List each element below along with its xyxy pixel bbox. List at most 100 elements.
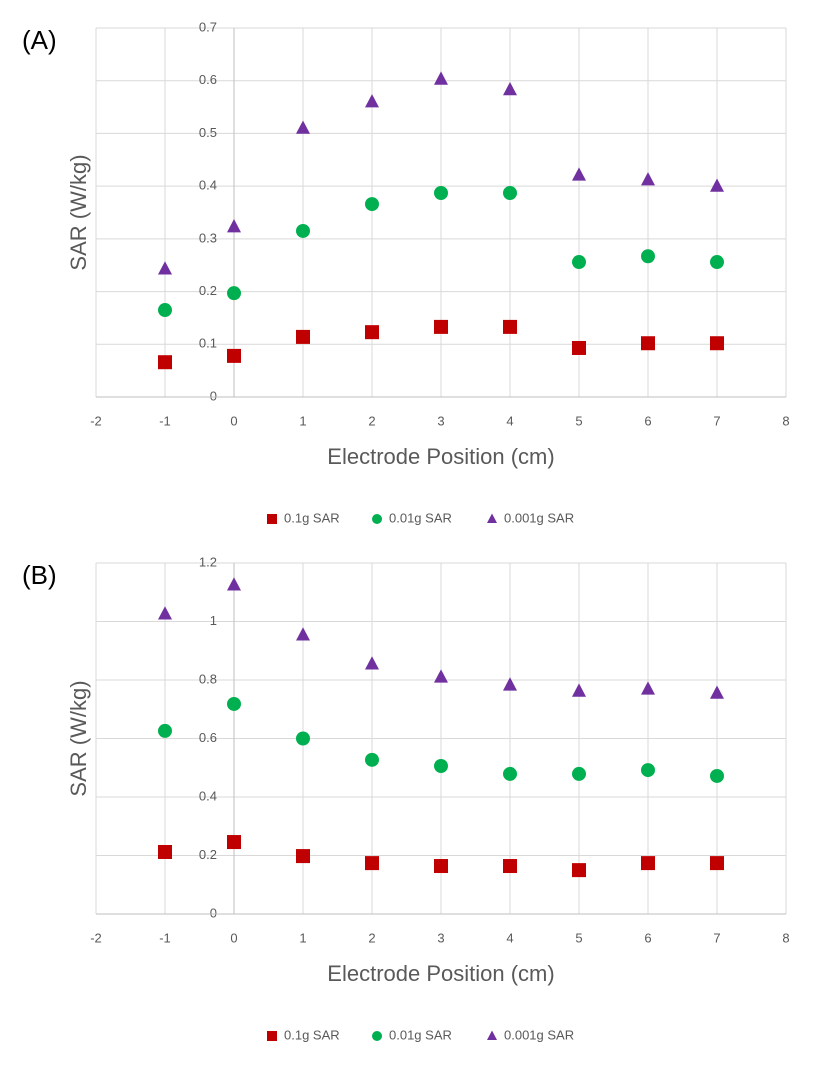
marker-circle (641, 249, 655, 264)
y-axis-title: SAR (W/kg) (66, 154, 91, 270)
marker-circle (365, 197, 379, 212)
marker-square (296, 329, 310, 344)
marker-square (296, 849, 310, 864)
y-tick-label: 0.6 (199, 72, 217, 87)
marker-triangle (227, 219, 241, 233)
marker-square (365, 325, 379, 340)
marker-square (434, 319, 448, 334)
marker-triangle (487, 1030, 497, 1040)
x-tick-label: 0 (230, 413, 237, 428)
x-tick-label: 4 (506, 413, 513, 428)
x-tick-label: -1 (159, 413, 171, 428)
marker-circle (158, 723, 172, 738)
x-tick-label: -1 (159, 930, 171, 945)
x-tick-label: 7 (713, 930, 720, 945)
y-tick-label: 0.6 (199, 730, 217, 745)
marker-triangle (641, 172, 655, 186)
legend-label: 0.01g SAR (389, 1027, 452, 1042)
x-tick-label: 2 (368, 413, 375, 428)
y-tick-label: 0.5 (199, 125, 217, 140)
marker-circle (434, 185, 448, 200)
x-tick-label: -2 (90, 930, 102, 945)
marker-circle (296, 223, 310, 238)
marker-circle (434, 758, 448, 773)
marker-triangle (503, 677, 517, 691)
marker-circle (572, 255, 586, 270)
marker-triangle (487, 513, 497, 523)
marker-triangle (365, 94, 379, 108)
x-tick-label: 7 (713, 413, 720, 428)
x-tick-label: 5 (575, 930, 582, 945)
y-tick-label: 0.4 (199, 788, 217, 803)
marker-square (572, 340, 586, 355)
x-tick-label: 3 (437, 930, 444, 945)
x-tick-label: 1 (299, 413, 306, 428)
marker-square (710, 856, 724, 871)
marker-square (572, 863, 586, 878)
marker-square (267, 1031, 277, 1041)
marker-triangle (365, 656, 379, 670)
y-tick-label: 1.2 (199, 554, 217, 569)
marker-triangle (296, 120, 310, 134)
marker-square (503, 319, 517, 334)
x-tick-label: 6 (644, 413, 651, 428)
y-tick-label: 0.2 (199, 847, 217, 862)
x-tick-label: 8 (782, 413, 789, 428)
marker-circle (227, 696, 241, 711)
marker-square (365, 856, 379, 871)
marker-triangle (572, 167, 586, 181)
marker-circle (296, 731, 310, 746)
x-axis-title: Electrode Position (cm) (327, 444, 554, 469)
y-tick-label: 0.1 (199, 336, 217, 351)
x-tick-label: 5 (575, 413, 582, 428)
marker-triangle (158, 261, 172, 275)
marker-circle (372, 1031, 382, 1041)
marker-square (641, 856, 655, 871)
x-tick-label: 8 (782, 930, 789, 945)
marker-triangle (434, 71, 448, 85)
legend-label: 0.01g SAR (389, 510, 452, 525)
marker-triangle (710, 178, 724, 192)
y-tick-label: 0 (210, 905, 217, 920)
y-tick-label: 1 (210, 613, 217, 628)
marker-triangle (227, 577, 241, 591)
y-tick-label: 0.7 (199, 19, 217, 34)
legend-label: 0.001g SAR (504, 510, 574, 525)
x-tick-label: 6 (644, 930, 651, 945)
y-tick-label: 0.2 (199, 283, 217, 298)
marker-circle (572, 766, 586, 781)
legend-label: 0.1g SAR (284, 510, 340, 525)
y-tick-label: 0.3 (199, 230, 217, 245)
marker-square (158, 355, 172, 370)
x-tick-label: -2 (90, 413, 102, 428)
marker-circle (365, 752, 379, 767)
marker-square (158, 844, 172, 859)
marker-square (710, 336, 724, 351)
marker-triangle (158, 606, 172, 620)
marker-circle (710, 255, 724, 270)
legend-label: 0.1g SAR (284, 1027, 340, 1042)
marker-square (267, 514, 277, 524)
marker-triangle (710, 685, 724, 699)
marker-triangle (641, 681, 655, 695)
marker-square (503, 859, 517, 874)
marker-square (434, 859, 448, 874)
marker-circle (710, 768, 724, 783)
marker-circle (503, 766, 517, 781)
panel-label: (A) (22, 25, 57, 55)
marker-square (641, 336, 655, 351)
x-tick-label: 1 (299, 930, 306, 945)
x-tick-label: 0 (230, 930, 237, 945)
x-tick-label: 3 (437, 413, 444, 428)
marker-square (227, 835, 241, 850)
marker-circle (227, 286, 241, 301)
marker-circle (641, 763, 655, 778)
y-tick-label: 0.8 (199, 671, 217, 686)
panel-label: (B) (22, 560, 57, 590)
x-tick-label: 2 (368, 930, 375, 945)
marker-circle (158, 303, 172, 318)
marker-circle (372, 514, 382, 524)
x-tick-label: 4 (506, 930, 513, 945)
marker-triangle (434, 669, 448, 683)
